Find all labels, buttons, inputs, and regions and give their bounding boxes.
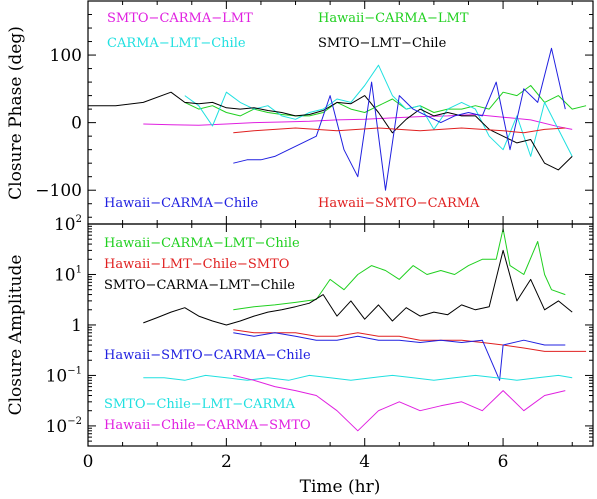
amp-ytick-label: 10−2 bbox=[46, 416, 82, 437]
amplitude-legend-entry: Hawaii−Chile−CARMA−SMTO bbox=[104, 418, 311, 433]
amp-ytick-label: 1 bbox=[71, 316, 82, 336]
closure-phase-ylabel: Closure Phase (deg) bbox=[6, 26, 26, 200]
closure-phase-frame bbox=[87, 0, 594, 225]
time-xtick-label: 4 bbox=[359, 452, 370, 472]
closure-amplitude-ticks: 102 101 1 10−1 10−20 2 4 6 bbox=[46, 214, 593, 472]
phase-legend-entry: Hawaii−CARMA−LMT bbox=[318, 11, 469, 26]
amplitude-series-4 bbox=[143, 374, 573, 381]
phase-legend-entry: Hawaii−CARMA−Chile bbox=[104, 196, 259, 211]
phase-series-2 bbox=[184, 64, 573, 157]
time-xtick-label: 6 bbox=[498, 452, 509, 472]
amp-ytick-label: 101 bbox=[54, 264, 82, 285]
phase-series-0 bbox=[143, 114, 573, 130]
phase-series-4 bbox=[233, 47, 566, 191]
time-xlabel: Time (hr) bbox=[300, 477, 381, 497]
amplitude-legend-entry: SMTO−CARMA−LMT−Chile bbox=[104, 278, 295, 293]
closure-phase-legend: SMTO−CARMA−LMT Hawaii−CARMA−LMT CARMA−LMT−… bbox=[104, 11, 480, 211]
amplitude-series-1 bbox=[233, 329, 587, 352]
phase-legend-entry: SMTO−LMT−Chile bbox=[318, 36, 447, 51]
phase-ytick-label: 0 bbox=[71, 114, 82, 134]
phase-series-1 bbox=[184, 85, 587, 117]
amplitude-legend-entry: SMTO−Chile−LMT−CARMA bbox=[104, 397, 296, 412]
phase-legend-entry: SMTO−CARMA−LMT bbox=[107, 11, 253, 26]
phase-legend-entry: CARMA−LMT−Chile bbox=[107, 36, 246, 51]
amplitude-legend-entry: Hawaii−SMTO−CARMA−Chile bbox=[104, 348, 311, 363]
time-xtick-label: 2 bbox=[221, 452, 232, 472]
closure-amplitude-panel: 102 101 1 10−1 10−20 2 4 6 Hawaii−CARMA−LMT−Chi… bbox=[6, 214, 594, 497]
amplitude-legend-entry: Hawaii−CARMA−LMT−Chile bbox=[104, 236, 300, 251]
closure-phase-panel: 100 0 −100 SMTO−CARMA−LMT Hawaii−CARMA−LMT C… bbox=[6, 0, 594, 225]
closure-amplitude-ylabel: Closure Amplitude bbox=[6, 255, 26, 416]
time-xtick-label: 0 bbox=[83, 452, 94, 472]
phase-legend-entry: Hawaii−SMTO−CARMA bbox=[318, 196, 480, 211]
amplitude-series-0 bbox=[233, 228, 566, 311]
amplitude-series-2 bbox=[143, 249, 573, 326]
amplitude-series-5 bbox=[233, 374, 566, 432]
amplitude-series-3 bbox=[233, 332, 566, 381]
closure-amplitude-frame bbox=[87, 223, 594, 447]
amp-ytick-label: 10−1 bbox=[46, 365, 82, 386]
phase-series-3 bbox=[88, 91, 573, 171]
closure-phase-series bbox=[88, 47, 587, 191]
phase-series-5 bbox=[233, 127, 566, 134]
phase-ytick-label: 100 bbox=[50, 46, 82, 66]
phase-ytick-label: −100 bbox=[35, 181, 82, 201]
amp-ytick-label: 102 bbox=[54, 214, 82, 235]
closure-phase-ticks: 100 0 −100 bbox=[35, 1, 593, 224]
closure-amplitude-legend: Hawaii−CARMA−LMT−Chile Hawaii−LMT−Chile−S… bbox=[104, 236, 311, 433]
amplitude-legend-entry: Hawaii−LMT−Chile−SMTO bbox=[104, 257, 289, 272]
closure-amplitude-series bbox=[143, 228, 587, 432]
